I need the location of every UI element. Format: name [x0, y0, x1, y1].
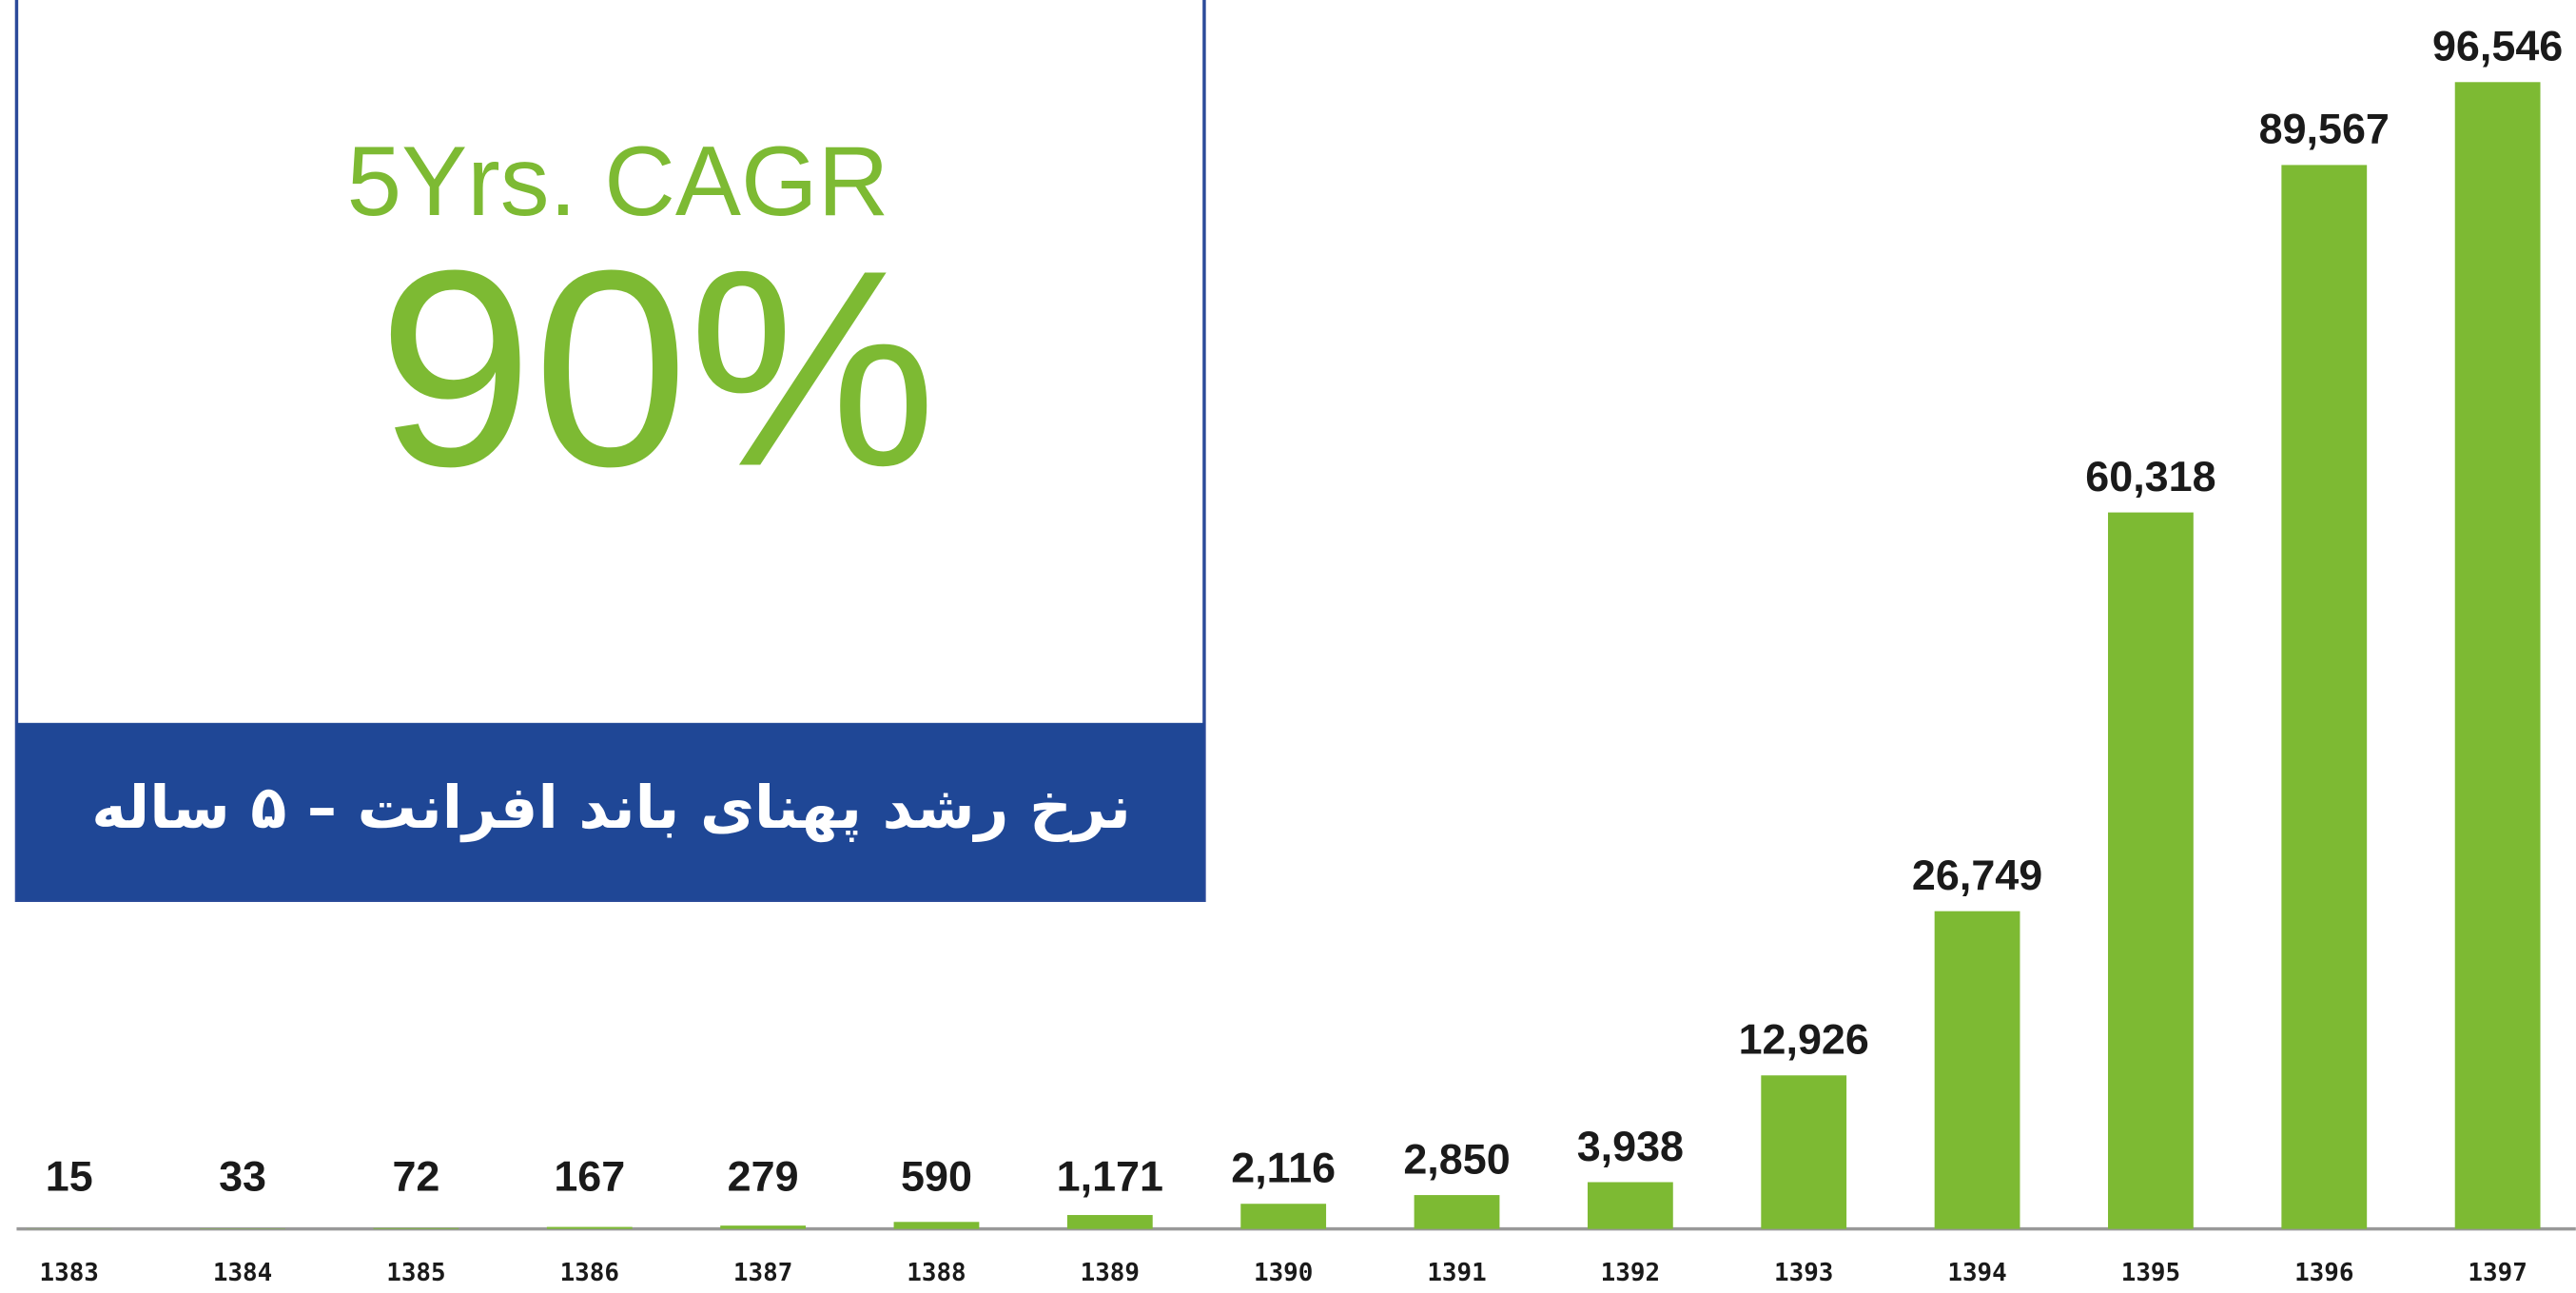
value-label: 26,749: [1912, 851, 2042, 899]
x-tick-label: 1396: [2294, 1259, 2353, 1287]
value-label: 15: [46, 1152, 93, 1201]
value-label: 279: [728, 1152, 799, 1201]
value-label: 33: [219, 1152, 266, 1201]
bar: [1414, 1195, 1500, 1229]
bar: [2108, 512, 2194, 1229]
x-tick-label: 1389: [1081, 1259, 1140, 1287]
value-label: 2,850: [1403, 1134, 1510, 1183]
value-label: 2,116: [1231, 1144, 1336, 1192]
caption: نرخ رشد پهنای باند افرانت – ۵ ساله: [91, 773, 1131, 842]
cagr-title: 5Yrs. CAGR: [347, 126, 889, 236]
value-label: 12,926: [1739, 1015, 1869, 1064]
x-tick-label: 1385: [386, 1259, 445, 1287]
bar: [1761, 1075, 1847, 1229]
value-label: 89,567: [2259, 105, 2390, 153]
bar: [2281, 165, 2368, 1229]
value-label: 3,938: [1577, 1122, 1684, 1170]
value-label: 1,171: [1057, 1152, 1163, 1201]
bar: [1066, 1215, 1153, 1229]
x-tick-label: 1392: [1601, 1259, 1660, 1287]
x-tick-label: 1384: [213, 1259, 272, 1287]
bar: [2454, 82, 2541, 1229]
value-label: 590: [901, 1152, 972, 1201]
bar: [893, 1222, 980, 1229]
x-tick-label: 1395: [2121, 1259, 2180, 1287]
x-tick-label: 1393: [1774, 1259, 1833, 1287]
bar: [1934, 911, 2020, 1229]
x-tick-label: 1397: [2468, 1259, 2527, 1287]
value-label: 167: [554, 1152, 625, 1201]
bar: [546, 1226, 633, 1229]
x-tick-label: 1388: [907, 1259, 966, 1287]
bar: [1587, 1182, 1673, 1229]
x-tick-label: 1394: [1947, 1259, 2006, 1287]
bar: [1240, 1204, 1327, 1229]
x-tick-label: 1387: [733, 1259, 792, 1287]
value-label: 96,546: [2432, 22, 2563, 70]
x-tick-label: 1383: [40, 1259, 99, 1287]
value-label: 60,318: [2085, 452, 2215, 500]
cagr-value: 90%: [378, 213, 937, 525]
x-tick-label: 1386: [560, 1259, 619, 1287]
bar: [720, 1225, 807, 1229]
x-tick-label: 1391: [1427, 1259, 1486, 1287]
value-label: 72: [392, 1152, 439, 1201]
caption-band: [16, 722, 1204, 901]
bar: [373, 1227, 459, 1229]
x-tick-label: 1390: [1254, 1259, 1313, 1287]
